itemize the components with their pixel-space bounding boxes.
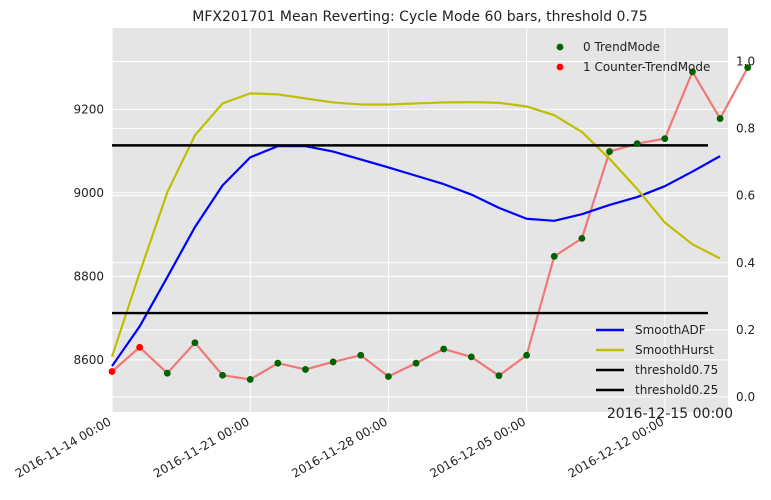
y-right-tick-label: 0.6 — [736, 189, 755, 203]
price-point — [495, 372, 503, 380]
price-point — [246, 376, 254, 383]
legend-bottom: SmoothADF SmoothHurst threshold0.75 thresho… — [596, 323, 718, 397]
price-point — [412, 359, 420, 367]
y-axis-right: 0.0 0.2 0.4 0.6 0.8 1.0 — [736, 55, 755, 404]
legend-marker-counter-trend-mode — [556, 63, 564, 71]
price-point — [385, 373, 392, 380]
corner-date-label: 2016-12-15 00:00 — [607, 406, 733, 422]
price-point — [219, 371, 226, 379]
series-line-smoothhurst — [110, 92, 721, 358]
price-point — [136, 343, 144, 351]
legend-top: 0 TrendMode 1 Counter-TrendMode — [556, 40, 710, 74]
price-point — [191, 339, 199, 347]
price-point — [744, 64, 752, 72]
grid — [111, 28, 728, 412]
price-point — [329, 358, 337, 366]
legend-label: 1 Counter-TrendMode — [583, 60, 710, 74]
price-point — [689, 68, 696, 76]
price-point — [302, 366, 309, 373]
price-line — [111, 67, 749, 381]
price-point — [606, 148, 613, 155]
price-point — [163, 369, 171, 377]
plot-area — [112, 28, 728, 412]
y-right-tick-label: 0.0 — [736, 390, 755, 404]
legend-label: 0 TrendMode — [583, 40, 660, 54]
y-left-tick-label: 9200 — [73, 102, 104, 116]
legend-label: threshold0.75 — [635, 363, 718, 377]
legend-label: threshold0.25 — [635, 383, 718, 397]
price-point — [578, 234, 586, 242]
y-right-tick-label: 0.2 — [736, 323, 755, 337]
y-axis-left: 8600 8800 9000 9200 — [73, 102, 104, 366]
y-right-tick-label: 1.0 — [736, 55, 755, 69]
x-tick-label: 2016-11-21 00:00 — [151, 414, 252, 480]
x-tick-label: 2016-12-12 00:00 — [566, 414, 667, 480]
series-layer — [110, 67, 749, 381]
y-right-tick-label: 0.4 — [736, 256, 755, 270]
x-tick-label: 2016-11-28 00:00 — [289, 414, 390, 480]
chart-title: MFX201701 Mean Reverting: Cycle Mode 60 … — [192, 9, 647, 25]
y-left-tick-label: 8600 — [73, 353, 104, 367]
price-point — [274, 359, 282, 367]
y-left-tick-label: 9000 — [73, 186, 104, 200]
price-point — [357, 351, 365, 359]
price-point — [633, 140, 641, 148]
price-point — [661, 135, 669, 143]
price-point — [108, 368, 116, 375]
price-point — [440, 345, 448, 353]
price-point — [523, 351, 531, 359]
y-left-tick-label: 8800 — [73, 269, 104, 283]
y-right-tick-label: 0.8 — [736, 122, 755, 136]
price-point — [550, 252, 558, 260]
legend-label: SmoothADF — [635, 323, 706, 337]
price-point — [716, 115, 724, 122]
price-point — [467, 353, 475, 361]
price-points — [108, 64, 752, 383]
x-tick-label: 2016-12-05 00:00 — [427, 414, 528, 480]
series-line-smoothadf — [111, 145, 721, 367]
x-tick-label: 2016-11-14 00:00 — [13, 414, 114, 480]
x-axis: 2016-11-14 00:00 2016-11-21 00:00 2016-11-… — [13, 414, 666, 480]
legend-label: SmoothHurst — [635, 343, 714, 357]
legend-marker-trend-mode — [556, 43, 564, 51]
